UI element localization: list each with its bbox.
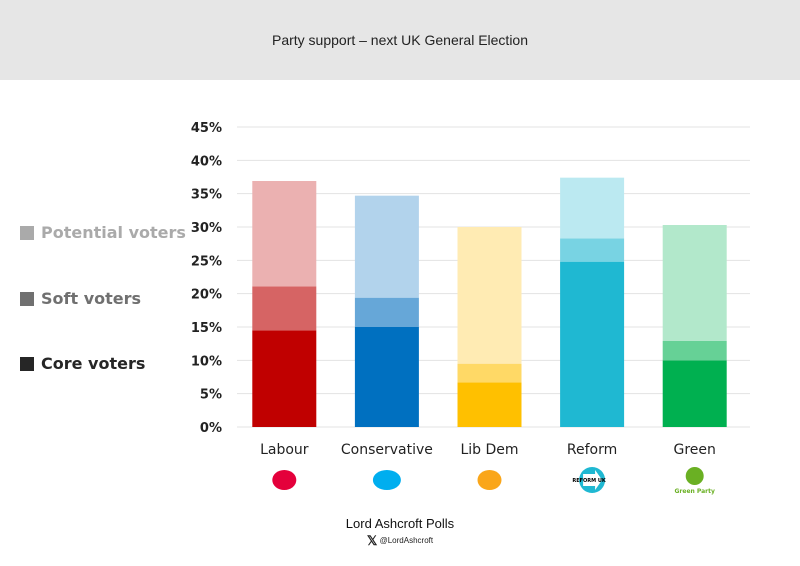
- labour-logo-icon: [272, 470, 297, 490]
- conservative-logo-icon: [372, 470, 401, 490]
- y-tick-label: 40%: [191, 154, 222, 169]
- bar-conservative-soft-voters: [354, 297, 419, 327]
- bar-conservative-core-voters: [354, 327, 419, 427]
- x-logo-icon: 𝕏: [366, 533, 378, 548]
- bar-green-potential-voters: [662, 225, 727, 341]
- green-logo-icon: Green Party: [674, 467, 715, 495]
- bar-labour-soft-voters: [252, 286, 317, 331]
- bar-reform-soft-voters: [560, 238, 625, 262]
- bar-labour-core-voters: [252, 330, 317, 427]
- legend-swatch: [20, 225, 34, 240]
- legend-label: Soft voters: [41, 289, 142, 308]
- y-tick-label: 5%: [200, 388, 222, 403]
- x-tick-label: Lib Dem: [460, 442, 518, 458]
- x-tick-label: Labour: [260, 442, 309, 458]
- handle-text: @LordAshcroft: [379, 536, 434, 546]
- y-tick-label: 10%: [191, 354, 222, 369]
- lib-dem-logo-icon: [477, 470, 502, 490]
- bar-conservative-potential-voters: [354, 195, 419, 298]
- bar-labour-potential-voters: [252, 181, 317, 287]
- bar-lib-dem-core-voters: [457, 382, 522, 427]
- legend-potential-voters: Potential voters: [20, 223, 186, 242]
- bar-lib-dem-potential-voters: [457, 227, 522, 364]
- y-tick-label: 30%: [191, 221, 222, 236]
- y-tick-label: 25%: [191, 254, 222, 269]
- y-tick-label: 20%: [191, 288, 222, 303]
- chart-title: Party support – next UK General Election: [0, 0, 800, 80]
- x-tick-label: Conservative: [341, 442, 433, 458]
- bar-green-core-voters: [662, 360, 727, 427]
- legend-label: Potential voters: [41, 223, 186, 242]
- y-tick-label: 0%: [200, 421, 222, 436]
- svg-text:Green Party: Green Party: [674, 488, 714, 495]
- bar-reform-core-voters: [560, 261, 625, 427]
- legend-soft-voters: Soft voters: [20, 289, 141, 308]
- svg-text:REFORM UK: REFORM UK: [572, 478, 607, 484]
- y-tick-label: 45%: [191, 121, 222, 136]
- legend-swatch: [20, 356, 34, 371]
- legend-core-voters: Core voters: [20, 354, 145, 373]
- bar-reform-potential-voters: [560, 177, 625, 239]
- x-tick-label: Green: [673, 442, 715, 458]
- legend-label: Core voters: [41, 354, 146, 373]
- reform-logo-icon: REFORM UK: [572, 467, 607, 493]
- bar-green-soft-voters: [662, 341, 727, 361]
- footer-handle: 𝕏 @LordAshcroft: [0, 533, 800, 549]
- legend-swatch: [20, 291, 34, 306]
- y-tick-label: 35%: [191, 188, 222, 203]
- bar-lib-dem-soft-voters: [457, 363, 522, 383]
- y-tick-label: 15%: [191, 321, 222, 336]
- footer-brand: Lord Ashcroft Polls: [345, 516, 455, 531]
- x-tick-label: Reform: [567, 442, 617, 458]
